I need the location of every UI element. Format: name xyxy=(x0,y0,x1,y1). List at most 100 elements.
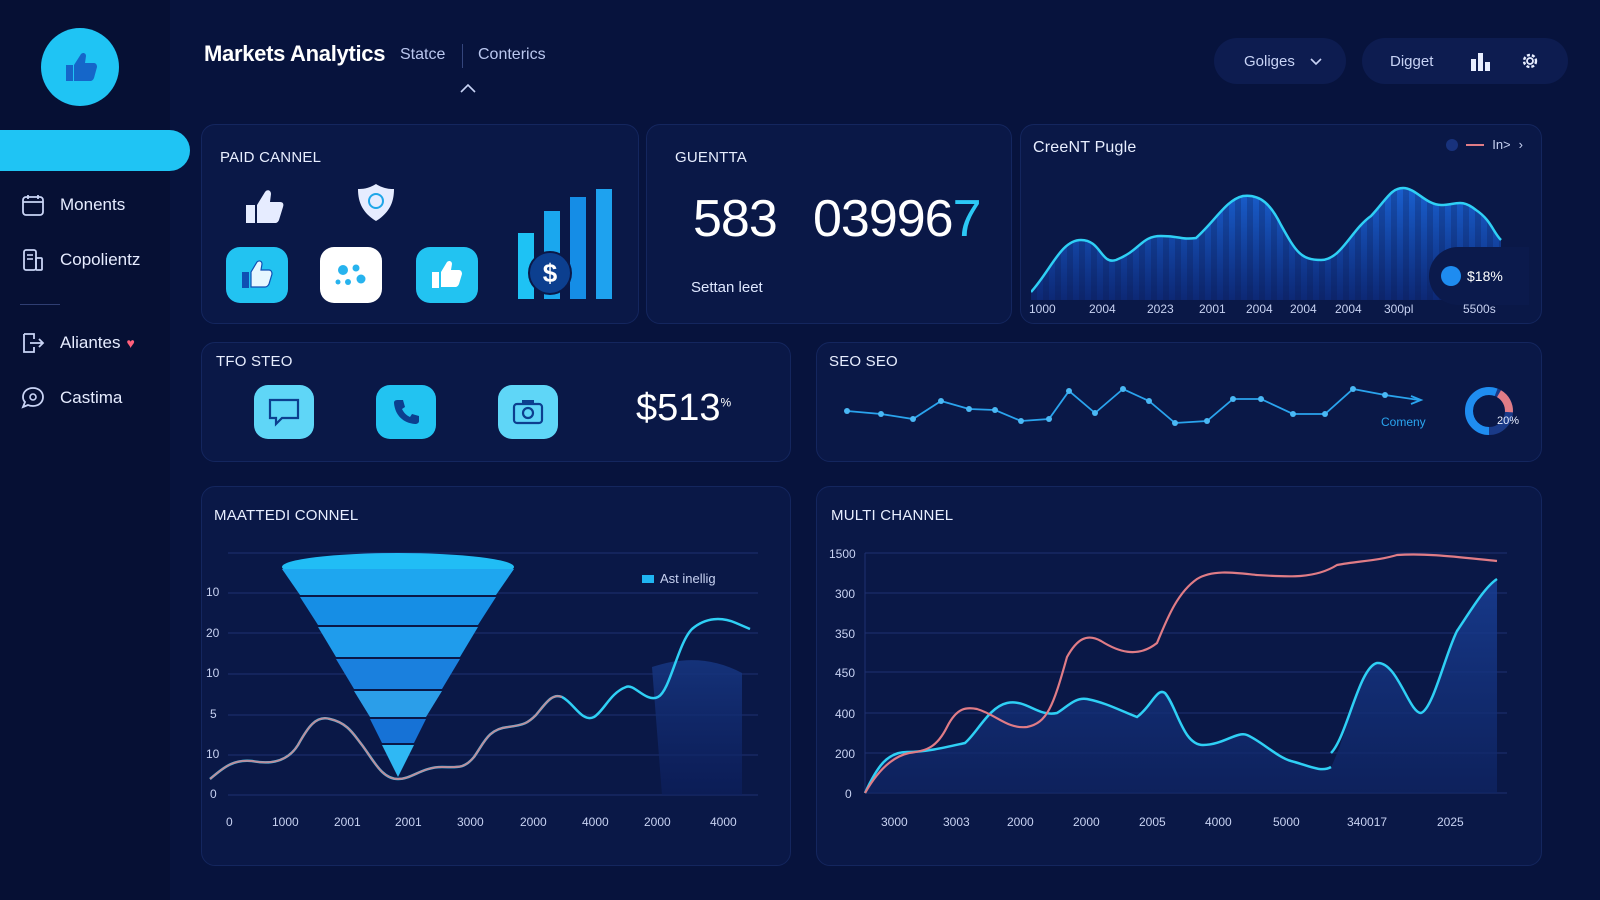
card-title: MULTI CHANNEL xyxy=(831,507,954,524)
thumbs-up-tile[interactable] xyxy=(416,247,478,303)
dropdown-label: Goliges xyxy=(1244,52,1295,70)
tab-conterics[interactable]: Conterics xyxy=(478,46,546,63)
x-tick: 2001 xyxy=(334,815,361,829)
current-line xyxy=(1031,186,1502,293)
badge-value: $18% xyxy=(1467,268,1503,284)
nav-divider xyxy=(20,304,60,305)
multi-cyan-line xyxy=(863,690,1332,794)
funnel-card: MAATTEDI CONNEL Ast inellig xyxy=(201,486,791,866)
multi-area xyxy=(865,579,1497,793)
network-tile[interactable] xyxy=(320,247,382,303)
x-tick: 2000 xyxy=(520,815,547,829)
sidebar-item-copolientz[interactable]: Copolientz xyxy=(20,247,140,273)
camera-tile[interactable] xyxy=(498,385,558,439)
x-tick: 5000 xyxy=(1273,815,1300,829)
share-icon xyxy=(23,333,45,353)
funnel-red-line xyxy=(209,695,563,781)
tfo-value-main: $513 xyxy=(636,387,721,429)
card-title: MAATTEDI CONNEL xyxy=(214,507,359,524)
goliges-dropdown[interactable]: Goliges xyxy=(1214,38,1346,84)
thumbs-up-icon xyxy=(246,190,284,223)
y-tick: 400 xyxy=(835,707,856,721)
y-tick: 0 xyxy=(845,787,852,801)
active-nav-indicator[interactable] xyxy=(0,130,190,171)
tfo-value: $513% xyxy=(636,387,731,430)
multi-red-line xyxy=(864,553,1498,794)
legend-line xyxy=(1466,143,1485,146)
digest-label[interactable]: Digget xyxy=(1390,52,1434,70)
tab-divider xyxy=(462,44,463,68)
y-tick: 450 xyxy=(835,666,856,680)
sidebar-item-label: Aliantes xyxy=(60,333,121,352)
funnel-shape xyxy=(282,553,514,777)
page-title: Markets Analytics xyxy=(204,41,386,66)
x-tick: 2004 xyxy=(1290,302,1317,316)
sidebar-item-castima[interactable]: Castima xyxy=(20,385,122,411)
thumbs-up-logo[interactable] xyxy=(41,28,119,106)
card-title: PAID CANNEL xyxy=(220,149,322,166)
like-tile[interactable] xyxy=(226,247,288,303)
sidebar-item-label: Castima xyxy=(60,388,123,407)
heart-icon: ♥ xyxy=(126,335,135,351)
digest-toolbar[interactable]: Digget xyxy=(1362,38,1568,84)
dollar-icon: $ xyxy=(543,258,558,288)
x-tick: 1000 xyxy=(1029,302,1056,316)
card-title: SEO SEO xyxy=(829,353,898,370)
x-tick: 2000 xyxy=(1007,815,1034,829)
calendar-icon xyxy=(22,195,44,216)
phone-tile[interactable] xyxy=(376,385,436,439)
network-icon xyxy=(335,264,366,285)
card-title: TFO STEO xyxy=(216,353,293,370)
y-tick: 200 xyxy=(835,747,856,761)
legend-label: Ast inellig xyxy=(660,571,716,586)
funnel-area xyxy=(652,660,742,795)
card-title: CreeNT Pugle xyxy=(1033,139,1137,156)
x-tick: 4000 xyxy=(1205,815,1232,829)
x-tick: 2001 xyxy=(395,815,422,829)
x-tick: 2001 xyxy=(1199,302,1226,316)
multi-x-axis: 3000 3003 2000 2000 2005 4000 5000 34001… xyxy=(817,815,1543,831)
x-tick: 2025 xyxy=(1437,815,1464,829)
x-tick: 0 xyxy=(226,815,233,829)
revenue-bars-icon: $ xyxy=(518,189,612,299)
tfo-value-sup: % xyxy=(720,395,732,410)
phone-icon xyxy=(394,400,419,424)
multi-channel-card: MULTI CHANNEL 1500 300 350 450 400 200 0… xyxy=(816,486,1542,866)
message-tile[interactable] xyxy=(254,385,314,439)
x-tick: 3000 xyxy=(881,815,908,829)
sidebar-item-aliantes[interactable]: Aliantes ♥ xyxy=(20,330,135,356)
sidebar-item-monents[interactable]: Monents xyxy=(20,192,125,218)
x-tick: 2004 xyxy=(1335,302,1362,316)
thumbs-up-icon xyxy=(432,260,462,288)
quantity-value-b: 039967 xyxy=(813,189,982,249)
chevron-down-icon xyxy=(1310,58,1322,66)
paid-channel-card: PAID CANNEL $ xyxy=(201,124,639,324)
donut-label: 20% xyxy=(1497,415,1520,427)
tab-statce[interactable]: Statce xyxy=(400,46,446,63)
current-area-chart xyxy=(1031,186,1502,300)
card-title: GUENTTA xyxy=(675,149,747,166)
current-area-stripes xyxy=(1031,188,1501,300)
legend-swatch xyxy=(642,574,654,583)
shield-icon xyxy=(358,184,394,221)
thumbs-up-icon xyxy=(66,52,97,81)
legend-dot xyxy=(1446,138,1459,151)
x-tick: 4000 xyxy=(582,815,609,829)
gear-icon[interactable] xyxy=(1519,50,1541,72)
y-tick: 5 xyxy=(210,707,217,721)
funnel-chart xyxy=(209,552,758,796)
bar-chart-icon[interactable] xyxy=(1469,50,1493,72)
chevron-up-icon[interactable] xyxy=(459,82,477,94)
chevron-right-icon: › xyxy=(1518,137,1523,152)
x-tick: 2000 xyxy=(644,815,671,829)
y-tick: 20 xyxy=(206,626,220,640)
quantity-value-b-accent: 7 xyxy=(952,190,982,248)
funnel-legend: Ast inellig xyxy=(642,571,716,586)
x-tick: 340017 xyxy=(1347,815,1388,829)
current-card: CreeNT Pugle In> › $18% 1000 2004 2023 2… xyxy=(1020,124,1542,324)
x-tick: 2023 xyxy=(1147,302,1174,316)
thumbs-up-icon xyxy=(242,260,273,288)
sidebar: Monents Copolientz Aliantes ♥ Castima xyxy=(0,0,190,900)
seo-donut xyxy=(1465,387,1513,435)
sidebar-item-label: Monents xyxy=(60,195,126,214)
